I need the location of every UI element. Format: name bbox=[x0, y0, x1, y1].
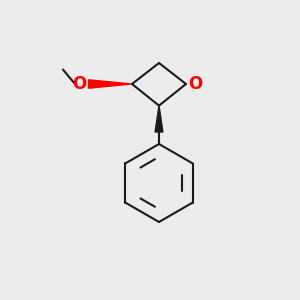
Text: O: O bbox=[72, 75, 87, 93]
Polygon shape bbox=[88, 80, 132, 88]
Text: O: O bbox=[188, 75, 203, 93]
Polygon shape bbox=[155, 106, 163, 132]
